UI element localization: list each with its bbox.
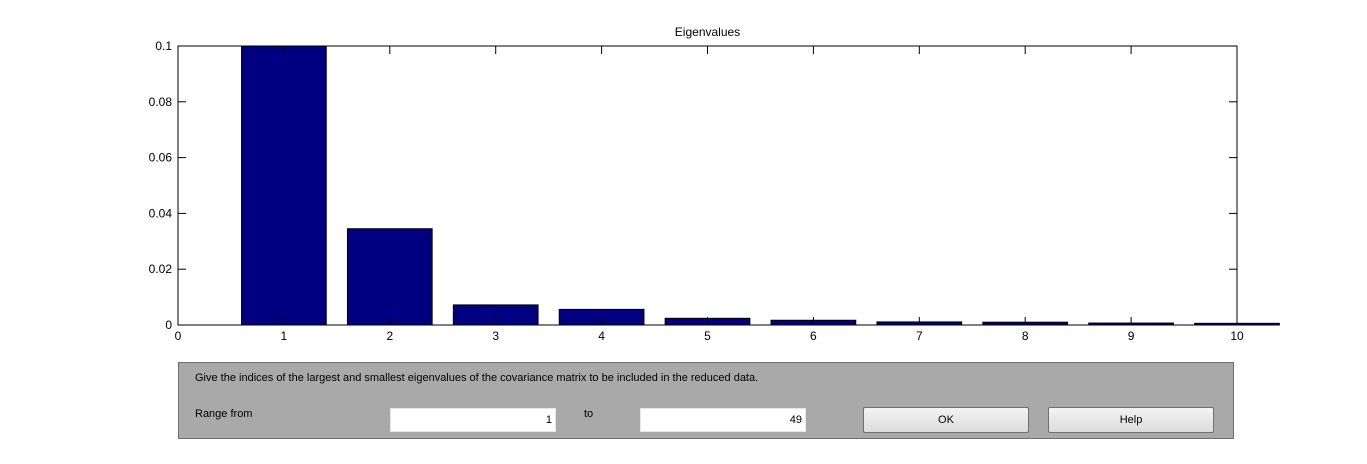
x-tick-label: 1 bbox=[281, 329, 288, 343]
y-tick-label: 0 bbox=[165, 318, 172, 332]
chart-title: Eigenvalues bbox=[675, 25, 740, 39]
x-tick-label: 7 bbox=[916, 329, 923, 343]
x-tick-label: 4 bbox=[598, 329, 605, 343]
help-button[interactable]: Help bbox=[1048, 407, 1214, 433]
bar-2 bbox=[346, 228, 433, 326]
range-from-input[interactable] bbox=[390, 408, 556, 432]
range-from-label: Range from bbox=[195, 408, 253, 420]
x-tick-label: 6 bbox=[810, 329, 817, 343]
range-to-label: to bbox=[584, 408, 594, 420]
x-tick-label: 10 bbox=[1230, 329, 1244, 343]
ok-button[interactable]: OK bbox=[863, 407, 1029, 433]
eigenvalue-bar-chart: 0 1 2 3 4 5 6 7 8 9 10 0 0.02 0.04 0.06 0.08 0.1 Eigenval… bbox=[149, 25, 1280, 343]
x-tick-label: 8 bbox=[1022, 329, 1029, 343]
x-tick-label: 9 bbox=[1128, 329, 1135, 343]
x-tick-label: 0 bbox=[175, 329, 182, 343]
instructions-text: Give the indices of the largest and smal… bbox=[195, 372, 759, 384]
y-tick-label: 0.04 bbox=[149, 206, 173, 220]
x-tick-label: 5 bbox=[704, 329, 711, 343]
plot-frame bbox=[177, 45, 1238, 326]
range-to-input[interactable] bbox=[640, 408, 806, 432]
y-tick-label: 0.02 bbox=[149, 262, 173, 276]
y-tick-label: 0.08 bbox=[149, 95, 173, 109]
y-tick-label: 0.06 bbox=[149, 151, 173, 165]
x-tick-label: 2 bbox=[386, 329, 393, 343]
x-tick-label: 3 bbox=[492, 329, 499, 343]
eigenvalue-chart: 0 1 2 3 4 5 6 7 8 9 10 0 0.02 0.04 0.06 0.08 0.1 Eigenval… bbox=[149, 25, 1280, 343]
eigenvalue-selection-panel: Give the indices of the largest and smal… bbox=[178, 362, 1234, 439]
y-tick-label: 0.1 bbox=[155, 39, 172, 53]
bar-1 bbox=[241, 45, 327, 326]
